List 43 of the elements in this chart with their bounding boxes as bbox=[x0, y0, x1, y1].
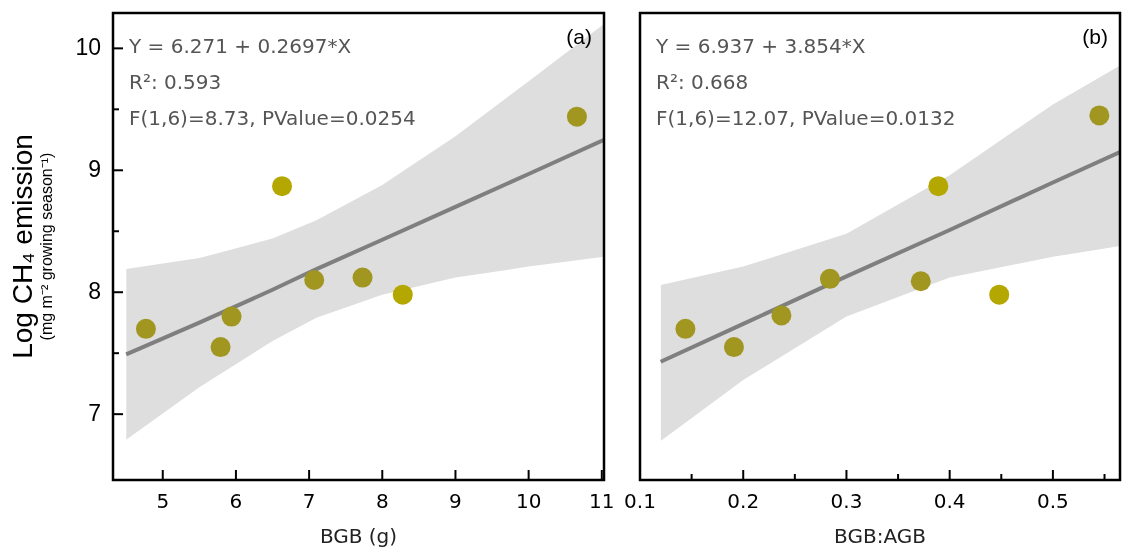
annotation: R²: 0.593 bbox=[129, 70, 222, 95]
point bbox=[675, 318, 696, 339]
point bbox=[928, 176, 949, 197]
x-tick-label: 0.5 bbox=[1037, 489, 1069, 514]
text: (a) bbox=[566, 24, 592, 48]
point bbox=[392, 284, 413, 305]
annotation: F(1,6)=8.73, PValue=0.0254 bbox=[129, 106, 416, 131]
x-tick-label: 0.1 bbox=[624, 489, 656, 514]
x-axis-title: BGB:AGB bbox=[834, 524, 926, 549]
point bbox=[272, 176, 293, 197]
point bbox=[1089, 105, 1110, 126]
x-axis-title: BGB (g) bbox=[319, 524, 398, 549]
text: (b) bbox=[1082, 24, 1108, 48]
x-tick-label: 10 bbox=[515, 489, 542, 514]
point bbox=[210, 337, 231, 358]
x-tick-label: 9 bbox=[449, 489, 462, 514]
x-tick-label: 8 bbox=[375, 489, 389, 514]
point bbox=[989, 284, 1010, 305]
point bbox=[819, 268, 840, 289]
annotation: R²: 0.668 bbox=[656, 70, 749, 95]
point bbox=[135, 318, 156, 339]
point bbox=[304, 270, 325, 291]
x-tick-label: 7 bbox=[302, 489, 316, 514]
y-tick-label: 8 bbox=[88, 277, 101, 304]
x-tick-label: 11 bbox=[589, 489, 615, 514]
point bbox=[910, 271, 931, 292]
point bbox=[221, 306, 242, 327]
x-tick-label: 6 bbox=[229, 489, 243, 514]
y-tick-label: 9 bbox=[88, 155, 101, 182]
annotation: F(1,6)=12.07, PValue=0.0132 bbox=[656, 106, 956, 131]
x-tick-label: 0.4 bbox=[933, 489, 966, 514]
x-tick-label: 0.2 bbox=[727, 489, 760, 514]
point bbox=[771, 305, 792, 326]
y-axis-title: Log CH₄ emission (mg m⁻² growing season⁻¹) bbox=[7, 133, 56, 361]
annotation: Y = 6.271 + 0.2697*X bbox=[128, 34, 352, 59]
y-tick-label: 10 bbox=[75, 33, 101, 60]
annotation: Y = 6.937 + 3.854*X bbox=[655, 34, 866, 59]
y-tick-label: 7 bbox=[88, 399, 101, 426]
x-tick-label: 5 bbox=[156, 489, 170, 514]
point bbox=[723, 337, 744, 358]
point bbox=[566, 106, 587, 127]
x-tick-label: 0.3 bbox=[830, 489, 863, 514]
point bbox=[352, 267, 373, 288]
